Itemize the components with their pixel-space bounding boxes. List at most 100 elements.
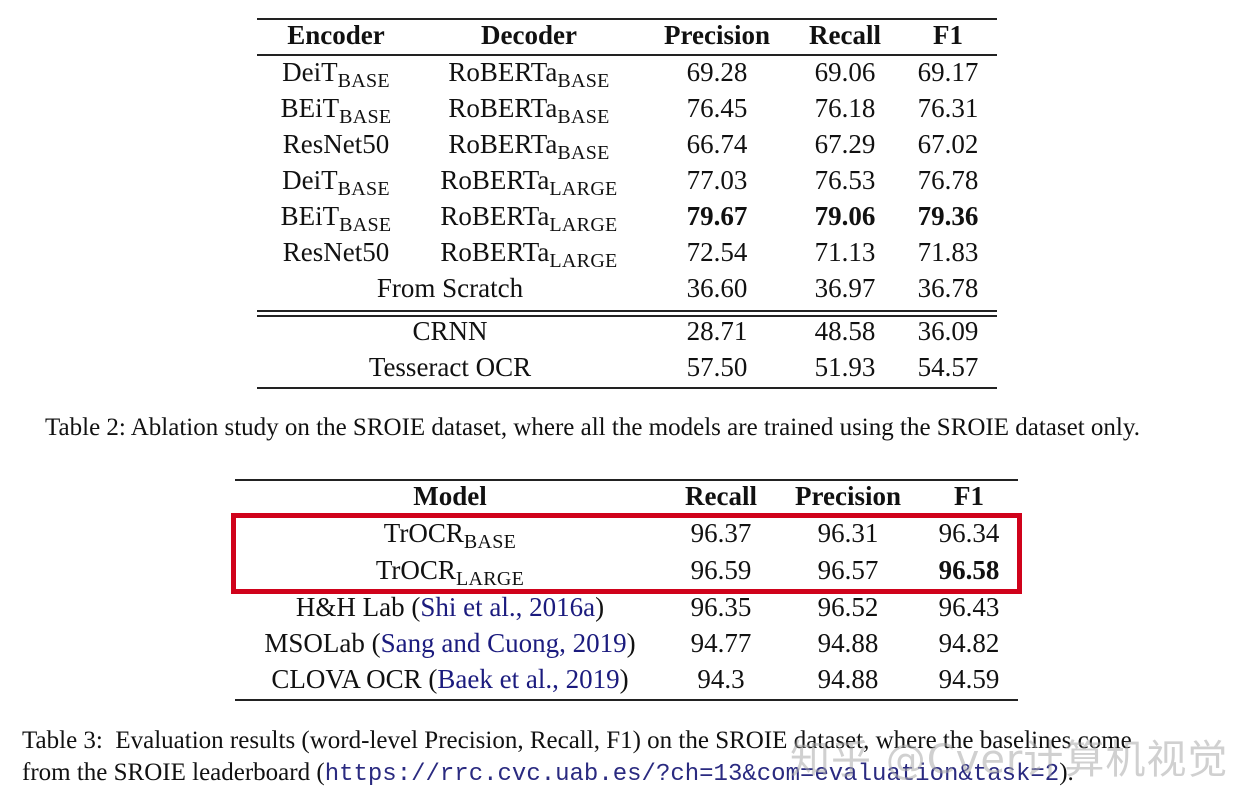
- encoder-cell: ResNet50: [283, 234, 389, 270]
- table-2-caption: Table 2: Ablation study on the SROIE dat…: [45, 414, 1140, 441]
- decoder-cell: RoBERTaLARGE: [440, 198, 617, 237]
- caption-text: from the SROIE leaderboard (: [22, 759, 325, 786]
- model-cell-merged: From Scratch: [376, 273, 524, 303]
- f1-cell: 67.02: [917, 129, 979, 159]
- recall-cell: 96.37: [690, 518, 752, 548]
- precision-cell: 69.28: [686, 57, 748, 87]
- citation-link[interactable]: Baek et al., 2019: [437, 664, 620, 694]
- decoder-size: LARGE: [549, 214, 618, 236]
- decoder-name: RoBERTa: [448, 57, 558, 87]
- model-name: H&H Lab (: [295, 592, 421, 622]
- leaderboard-url-link[interactable]: https://rrc.cvc.uab.es/?ch=13&com=evalua…: [324, 761, 1060, 788]
- table-3-caption-line-1: Table 3: Evaluation results (word-level …: [22, 727, 1132, 754]
- highlight-box: [231, 513, 1022, 594]
- caption-text-end: ).: [1059, 759, 1074, 786]
- table-2-double-rule-top: [257, 310, 997, 312]
- encoder-cell: DeiTBASE: [282, 54, 390, 93]
- table-3-top-rule: [235, 479, 1018, 481]
- encoder-cell: ResNet50: [283, 126, 389, 162]
- model-name: TrOCR: [383, 518, 464, 548]
- decoder-cell: RoBERTaLARGE: [440, 162, 617, 201]
- col-header-f1: F1: [954, 481, 984, 511]
- precision-cell: 96.31: [817, 518, 879, 548]
- decoder-name: RoBERTa: [448, 129, 558, 159]
- citation-link[interactable]: Shi et al., 2016a: [420, 592, 596, 622]
- precision-cell: 77.03: [686, 165, 748, 195]
- model-cell: MSOLab (Sang and Cuong, 2019): [264, 625, 635, 661]
- encoder-name: BEiT: [280, 201, 340, 231]
- model-cell: H&H Lab (Shi et al., 2016a): [296, 589, 604, 625]
- precision-cell: 96.52: [817, 592, 879, 622]
- f1-cell: 96.43: [938, 592, 1000, 622]
- model-cell: TrOCRBASE: [384, 515, 516, 554]
- citation-link[interactable]: Sang and Cuong, 2019: [380, 628, 627, 658]
- precision-cell: 76.45: [686, 93, 748, 123]
- f1-cell: 94.59: [938, 664, 1000, 694]
- recall-cell: 51.93: [814, 352, 876, 382]
- recall-cell: 94.3: [697, 664, 745, 694]
- precision-cell: 57.50: [686, 352, 748, 382]
- recall-cell: 36.97: [814, 273, 876, 303]
- encoder-name: ResNet50: [282, 237, 390, 267]
- encoder-name: BEiT: [280, 93, 340, 123]
- recall-cell: 69.06: [814, 57, 876, 87]
- recall-cell: 96.59: [690, 555, 752, 585]
- f1-cell: 79.36: [917, 201, 979, 231]
- decoder-size: BASE: [557, 70, 610, 92]
- col-header-recall: Recall: [685, 481, 757, 511]
- table-2-double-rule-bottom: [257, 315, 997, 317]
- encoder-size: BASE: [337, 70, 390, 92]
- watermark: 知乎 @Cver计算机视觉: [790, 737, 1229, 783]
- encoder-name: DeiT: [282, 165, 338, 195]
- decoder-cell: RoBERTaBASE: [448, 54, 609, 93]
- decoder-name: RoBERTa: [440, 165, 550, 195]
- model-cell: TrOCRLARGE: [376, 552, 524, 591]
- f1-cell: 96.34: [938, 518, 1000, 548]
- f1-cell: 54.57: [917, 352, 979, 382]
- encoder-cell: DeiTBASE: [282, 162, 390, 201]
- col-header-decoder: Decoder: [481, 20, 577, 50]
- recall-cell: 76.18: [814, 93, 876, 123]
- f1-cell: 69.17: [917, 57, 979, 87]
- model-name: MSOLab (: [264, 628, 381, 658]
- recall-cell: 48.58: [814, 316, 876, 346]
- model-name-close: ): [595, 592, 605, 622]
- col-header-f1: F1: [933, 20, 963, 50]
- model-cell-merged: Tesseract OCR: [368, 352, 532, 382]
- recall-cell: 76.53: [814, 165, 876, 195]
- decoder-name: RoBERTa: [440, 201, 550, 231]
- decoder-cell: RoBERTaBASE: [448, 90, 609, 129]
- f1-cell: 76.31: [917, 93, 979, 123]
- f1-cell: 76.78: [917, 165, 979, 195]
- table-2-bottom-rule: [257, 387, 997, 389]
- encoder-size: BASE: [339, 106, 392, 128]
- precision-cell: 96.57: [817, 555, 879, 585]
- precision-cell: 66.74: [686, 129, 748, 159]
- decoder-cell: RoBERTaLARGE: [440, 234, 617, 273]
- f1-cell: 36.78: [917, 273, 979, 303]
- decoder-size: LARGE: [549, 250, 618, 272]
- precision-cell: 72.54: [686, 237, 748, 267]
- model-name: TrOCR: [375, 555, 456, 585]
- f1-cell: 94.82: [938, 628, 1000, 658]
- model-name: CLOVA OCR (: [271, 664, 438, 694]
- recall-cell: 79.06: [814, 201, 876, 231]
- recall-cell: 94.77: [690, 628, 752, 658]
- recall-cell: 71.13: [814, 237, 876, 267]
- model-size: LARGE: [455, 568, 525, 590]
- col-header-precision: Precision: [795, 481, 901, 511]
- col-header-model: Model: [413, 481, 487, 511]
- precision-cell: 28.71: [686, 316, 748, 346]
- decoder-size: BASE: [557, 106, 610, 128]
- encoder-size: BASE: [339, 214, 392, 236]
- decoder-size: LARGE: [549, 178, 618, 200]
- decoder-cell: RoBERTaBASE: [448, 126, 609, 165]
- table-3-caption-line-2: from the SROIE leaderboard (https://rrc.…: [22, 757, 1074, 791]
- precision-cell: 94.88: [817, 628, 879, 658]
- recall-cell: 96.35: [690, 592, 752, 622]
- f1-cell: 71.83: [917, 237, 979, 267]
- encoder-cell: BEiTBASE: [281, 90, 392, 129]
- precision-cell: 94.88: [817, 664, 879, 694]
- col-header-precision: Precision: [664, 20, 770, 50]
- precision-cell: 36.60: [686, 273, 748, 303]
